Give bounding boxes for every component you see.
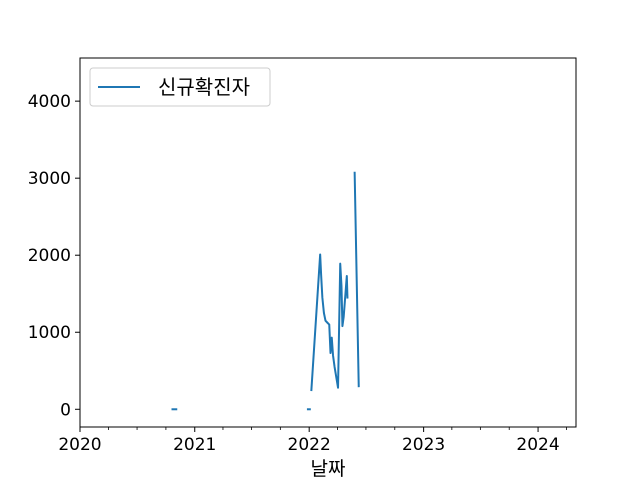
x-axis: 2020 2021 2022 2023 2024: [58, 427, 567, 455]
y-axis: 0 1000 2000 3000 4000: [28, 92, 80, 420]
x-tick-label: 2021: [173, 435, 216, 455]
series-line-segment: [353, 171, 360, 388]
series-line-segment: [310, 253, 349, 392]
x-tick-label: 2024: [516, 435, 559, 455]
x-tick-label: 2023: [402, 435, 445, 455]
y-tick-label: 2000: [28, 246, 71, 266]
x-tick-label: 2020: [58, 435, 101, 455]
legend-box: [89, 67, 271, 107]
y-tick-label: 0: [60, 400, 71, 420]
y-tick-label: 3000: [28, 169, 71, 189]
y-tick-label: 4000: [28, 92, 71, 112]
y-tick-label: 1000: [28, 323, 71, 343]
legend-label: 신규확진자: [158, 75, 250, 99]
x-axis-title: 날짜: [311, 458, 346, 480]
plot-area: [171, 171, 360, 411]
plot-frame: [79, 57, 577, 428]
x-tick-label: 2022: [288, 435, 331, 455]
legend: 신규확진자: [89, 67, 271, 107]
